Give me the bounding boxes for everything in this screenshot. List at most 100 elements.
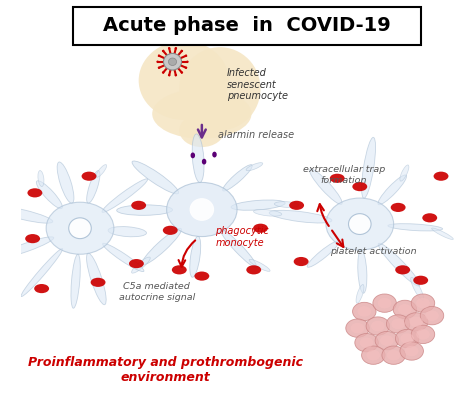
Ellipse shape — [129, 259, 144, 268]
Ellipse shape — [410, 277, 424, 300]
Ellipse shape — [366, 350, 380, 360]
Circle shape — [158, 67, 160, 69]
Ellipse shape — [221, 230, 256, 267]
Ellipse shape — [395, 265, 410, 274]
Circle shape — [348, 214, 371, 235]
Ellipse shape — [366, 317, 390, 335]
Ellipse shape — [307, 241, 339, 267]
Ellipse shape — [362, 346, 385, 365]
Ellipse shape — [398, 304, 412, 315]
Ellipse shape — [87, 253, 106, 305]
Ellipse shape — [102, 179, 147, 212]
Ellipse shape — [87, 171, 100, 203]
Ellipse shape — [202, 159, 206, 165]
Ellipse shape — [391, 203, 406, 212]
Ellipse shape — [167, 182, 237, 237]
Circle shape — [158, 54, 160, 57]
Ellipse shape — [269, 210, 332, 223]
Ellipse shape — [358, 250, 367, 293]
Circle shape — [174, 47, 177, 49]
Ellipse shape — [246, 265, 261, 274]
Ellipse shape — [420, 306, 444, 325]
Text: extracellular trap
formation: extracellular trap formation — [303, 165, 385, 184]
Ellipse shape — [96, 165, 107, 177]
Ellipse shape — [413, 276, 428, 285]
Circle shape — [156, 61, 159, 63]
Ellipse shape — [425, 310, 439, 321]
Ellipse shape — [274, 202, 299, 207]
Ellipse shape — [38, 171, 44, 186]
Ellipse shape — [103, 243, 144, 272]
Ellipse shape — [254, 210, 282, 216]
Circle shape — [168, 74, 171, 76]
Ellipse shape — [386, 315, 410, 333]
Ellipse shape — [378, 175, 407, 205]
Ellipse shape — [373, 294, 396, 312]
Ellipse shape — [172, 265, 187, 274]
Ellipse shape — [132, 161, 179, 194]
Ellipse shape — [395, 329, 419, 348]
Ellipse shape — [91, 278, 106, 287]
Ellipse shape — [326, 198, 393, 250]
Ellipse shape — [416, 298, 430, 308]
Ellipse shape — [387, 350, 401, 360]
Ellipse shape — [378, 298, 392, 308]
Ellipse shape — [357, 306, 371, 317]
Ellipse shape — [405, 346, 419, 356]
Ellipse shape — [190, 236, 201, 277]
Ellipse shape — [27, 188, 42, 197]
Circle shape — [185, 67, 187, 69]
Ellipse shape — [249, 259, 270, 272]
Ellipse shape — [36, 181, 63, 209]
Circle shape — [185, 54, 187, 57]
Ellipse shape — [346, 319, 369, 337]
Text: Acute phase  in  COVID-19: Acute phase in COVID-19 — [103, 16, 391, 36]
Ellipse shape — [117, 205, 173, 215]
Ellipse shape — [330, 174, 345, 183]
FancyBboxPatch shape — [73, 7, 421, 45]
Ellipse shape — [179, 114, 224, 147]
Ellipse shape — [108, 227, 146, 237]
Ellipse shape — [375, 331, 399, 350]
Text: C5a mediated
autocrine signal: C5a mediated autocrine signal — [118, 282, 195, 302]
Circle shape — [162, 71, 164, 74]
Ellipse shape — [231, 200, 285, 210]
Ellipse shape — [163, 226, 178, 235]
Circle shape — [181, 71, 183, 74]
Ellipse shape — [392, 319, 405, 329]
Ellipse shape — [289, 201, 304, 210]
Ellipse shape — [382, 346, 405, 365]
Text: Proinflammatory and prothrombogenic
environment: Proinflammatory and prothrombogenic envi… — [28, 356, 303, 384]
Ellipse shape — [432, 228, 453, 240]
Circle shape — [162, 50, 164, 52]
Ellipse shape — [422, 213, 437, 222]
Ellipse shape — [434, 172, 448, 181]
Ellipse shape — [404, 313, 428, 331]
Ellipse shape — [401, 334, 414, 344]
Ellipse shape — [362, 137, 375, 198]
Ellipse shape — [410, 317, 423, 327]
Ellipse shape — [246, 163, 263, 171]
Text: phagocytic
monocyte: phagocytic monocyte — [215, 226, 269, 248]
Text: platelet activation: platelet activation — [330, 247, 417, 256]
Ellipse shape — [139, 41, 229, 120]
Ellipse shape — [380, 335, 393, 346]
Text: alarmin release: alarmin release — [218, 130, 294, 140]
Text: Infected
senescent
pneumocyte: Infected senescent pneumocyte — [227, 68, 288, 101]
Ellipse shape — [142, 228, 182, 265]
Circle shape — [168, 47, 171, 49]
Ellipse shape — [352, 182, 367, 191]
Circle shape — [186, 61, 189, 63]
Ellipse shape — [310, 169, 342, 204]
Ellipse shape — [371, 321, 384, 331]
Ellipse shape — [82, 172, 97, 181]
Ellipse shape — [356, 285, 364, 303]
Ellipse shape — [351, 323, 365, 334]
Ellipse shape — [152, 89, 252, 139]
Ellipse shape — [46, 202, 114, 254]
Ellipse shape — [294, 257, 309, 266]
Ellipse shape — [132, 257, 150, 273]
Ellipse shape — [212, 152, 217, 158]
Ellipse shape — [411, 294, 435, 312]
Ellipse shape — [253, 224, 268, 233]
